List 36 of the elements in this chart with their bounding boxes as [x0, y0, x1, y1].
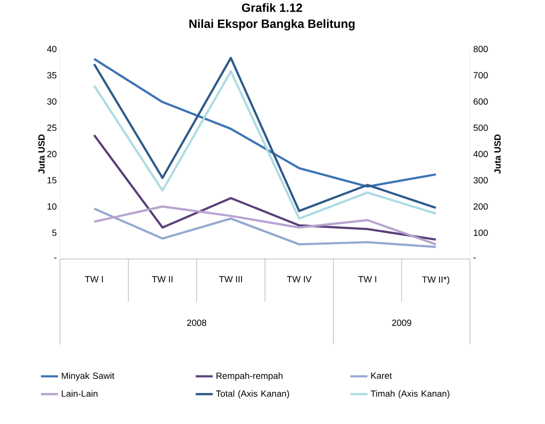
chart-title: Grafik 1.12: [242, 3, 302, 12]
y2-tick-label: 800: [474, 46, 488, 52]
y2-tick-label: 400: [473, 150, 488, 158]
legend-label: Timah (Axis Kanan): [370, 390, 450, 399]
chart-subtitle: Nilai Ekspor Bangka Belitung: [189, 19, 355, 30]
y2-axis-title: Juta USD: [494, 134, 501, 174]
x-tick-label: TW III: [219, 276, 242, 282]
text: 2009: [392, 320, 412, 326]
y-tick-label: 10: [48, 203, 56, 210]
y2-tick-label: 300: [474, 177, 488, 184]
y2-tick-label: 200: [474, 203, 488, 210]
legend-label: Minyak Sawit: [62, 372, 114, 381]
y-tick-label: 25: [47, 124, 56, 131]
x-tick-label: TW II*): [422, 276, 450, 284]
x-tick-label: TW II: [152, 276, 172, 282]
y-tick-label: 35: [47, 72, 56, 78]
y-axis-title: Juta USD: [38, 134, 45, 174]
y2-tick-label: 700: [474, 72, 488, 78]
y2-tick-label: 600: [474, 98, 488, 105]
x-tick-label: TW I: [84, 276, 103, 282]
legend-label: Rempah-rempah: [216, 372, 283, 381]
y-tick-label: 30: [47, 98, 56, 105]
legend-label: Total (Axis Kanan): [216, 390, 290, 399]
line-series: [93, 134, 437, 241]
legend-label: Lain-Lain: [62, 390, 98, 397]
y-tick-label: 20: [47, 150, 56, 158]
text: 2008: [187, 320, 206, 326]
y-tick-label: 40: [47, 46, 56, 52]
y-tick-label: 15: [48, 177, 56, 184]
line-series: [93, 58, 437, 188]
legend-label: Karet: [371, 372, 392, 379]
y2-tick-label: 100: [474, 230, 488, 236]
x-tick-label: TW I: [358, 276, 376, 282]
y-tick-label: 5: [52, 230, 56, 236]
y2-tick-label: 500: [474, 124, 488, 131]
x-tick-label: TW IV: [286, 276, 312, 282]
